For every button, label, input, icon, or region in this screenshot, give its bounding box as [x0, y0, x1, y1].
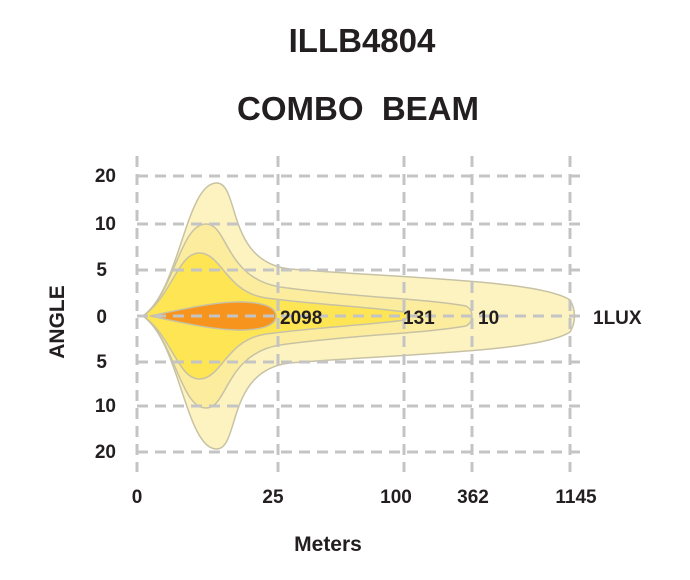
y-axis-ticks: 20 10 5 0 5 10 20 — [95, 166, 116, 463]
y-tick-20-lower: 20 — [95, 442, 116, 463]
y-tick-10-lower: 10 — [95, 396, 116, 417]
chart-title: ILLB4804 — [289, 22, 436, 59]
x-axis-label: Meters — [294, 533, 362, 556]
x-axis-ticks: 0 25 100 362 1145 — [132, 487, 597, 508]
lux-label-2098: 2098 — [280, 308, 322, 329]
chart-subtitle: COMBO BEAM — [237, 90, 479, 127]
y-tick-5-upper: 5 — [96, 260, 107, 281]
y-axis-label: ANGLE — [46, 285, 69, 359]
lux-label-10: 10 — [478, 308, 499, 329]
x-tick-25: 25 — [262, 487, 284, 508]
y-tick-0: 0 — [96, 307, 107, 328]
y-tick-20-upper: 20 — [95, 166, 116, 187]
lux-labels: 2098 131 10 1LUX — [280, 308, 642, 329]
x-tick-100: 100 — [380, 487, 412, 508]
x-tick-1145: 1145 — [555, 487, 597, 508]
lux-label-1lux: 1LUX — [593, 308, 642, 329]
y-tick-10-upper: 10 — [95, 214, 116, 235]
lux-label-131: 131 — [403, 308, 435, 329]
x-tick-362: 362 — [457, 487, 489, 508]
grid-lines — [135, 156, 582, 472]
x-tick-0: 0 — [132, 487, 143, 508]
y-tick-5-lower: 5 — [96, 352, 107, 373]
